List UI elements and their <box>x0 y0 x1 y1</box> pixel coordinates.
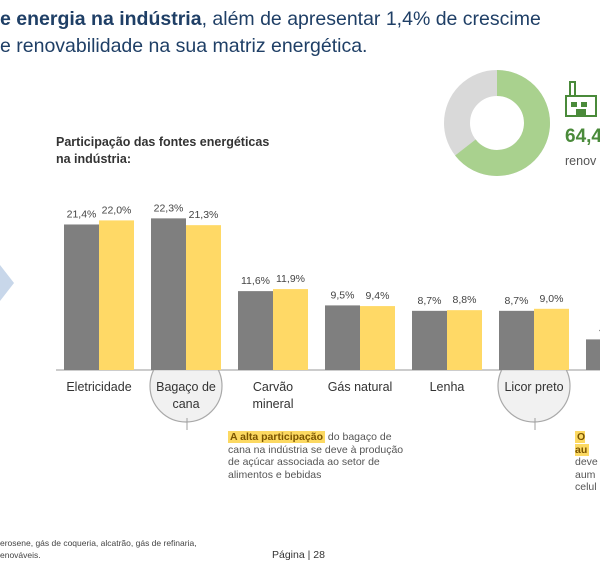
data-label: 8,7% <box>505 295 529 307</box>
callout-line: cana na indústria se deve à produção <box>228 443 404 456</box>
bar <box>586 339 600 370</box>
bar <box>186 225 221 370</box>
renewable-donut-chart <box>444 70 550 176</box>
donut-renewable-segment <box>444 70 550 176</box>
energy-sources-bar-chart: 21,4% 22,0% Eletricidade 22,3% 21,3% Bagaço d… <box>56 202 600 430</box>
bar <box>273 289 308 370</box>
bar <box>99 220 134 370</box>
kpi-value: 64,4 <box>565 126 600 147</box>
data-label: 9,0% <box>540 293 564 305</box>
data-label: 21,3% <box>189 209 219 221</box>
callout-highlight: O au <box>575 431 590 456</box>
page-number: Página | 28 <box>272 549 325 561</box>
category-label: Gás natural <box>328 380 393 394</box>
chart-title: Participação das fontes energéticas na i… <box>56 135 270 166</box>
headline-line-1: e energia na indústria, além de apresent… <box>0 6 600 33</box>
data-label: 8,7% <box>418 295 442 307</box>
bar <box>499 310 534 370</box>
data-label: 9,5% <box>331 289 355 301</box>
footnote: erosene, gás de coqueria, alcatrão, gás … <box>0 538 197 561</box>
data-label: 9,4% <box>366 290 390 302</box>
bar <box>534 308 569 370</box>
callout-bagaco: A alta participação do bagaço de cana na… <box>228 431 438 481</box>
category-label: mineral <box>253 397 294 411</box>
headline-line-2: e renovabilidade na sua matriz energétic… <box>0 35 368 57</box>
bar <box>412 310 447 370</box>
category-label: Lenha <box>430 380 465 394</box>
data-label: 8,8% <box>453 294 477 306</box>
bar <box>360 306 395 370</box>
callout-connector-2 <box>534 418 536 430</box>
callout-line: O au <box>575 431 600 456</box>
callout-line: alimentos e bebidas <box>228 468 322 481</box>
footnote-line: erosene, gás de coqueria, alcatrão, gás … <box>0 538 197 548</box>
bar <box>447 310 482 370</box>
bar <box>238 291 273 370</box>
data-label: 21,4% <box>67 208 97 220</box>
data-label: 11,6% <box>241 275 270 287</box>
category-label: Bagaço de <box>156 380 216 394</box>
callout-line: de açúcar associada ao setor de <box>228 456 380 468</box>
headline-bold: e energia na indústria <box>0 8 202 30</box>
callout-connector-1 <box>186 418 188 430</box>
bar <box>64 224 99 370</box>
footnote-line: enováveis. <box>0 549 41 560</box>
callout-text: do bagaço de <box>324 431 392 443</box>
bar <box>325 305 360 370</box>
kpi-label: renov <box>565 154 597 168</box>
category-label: Licor preto <box>504 380 563 394</box>
data-label: 22,3% <box>154 202 184 214</box>
data-label: 22,0% <box>102 204 132 216</box>
callout-line: A alta participação do bagaço de <box>228 431 438 444</box>
bar <box>151 218 186 370</box>
callout-line: celul <box>575 481 597 493</box>
callout-line: deve <box>575 456 598 468</box>
callout-line: aum <box>575 468 596 481</box>
callout-highlight: A alta participação <box>228 431 325 443</box>
headline: e energia na indústria, além de apresent… <box>0 6 600 60</box>
data-label: 11,9% <box>276 273 305 285</box>
headline-rest: , além de apresentar 1,4% de crescime <box>201 8 541 30</box>
category-label: Carvão <box>253 380 293 394</box>
category-label: Eletricidade <box>66 380 131 394</box>
callout-licor: O au deve aum celul <box>575 431 600 494</box>
category-label: cana <box>172 397 199 411</box>
factory-icon <box>565 81 597 117</box>
arrow-decoration <box>0 265 14 301</box>
